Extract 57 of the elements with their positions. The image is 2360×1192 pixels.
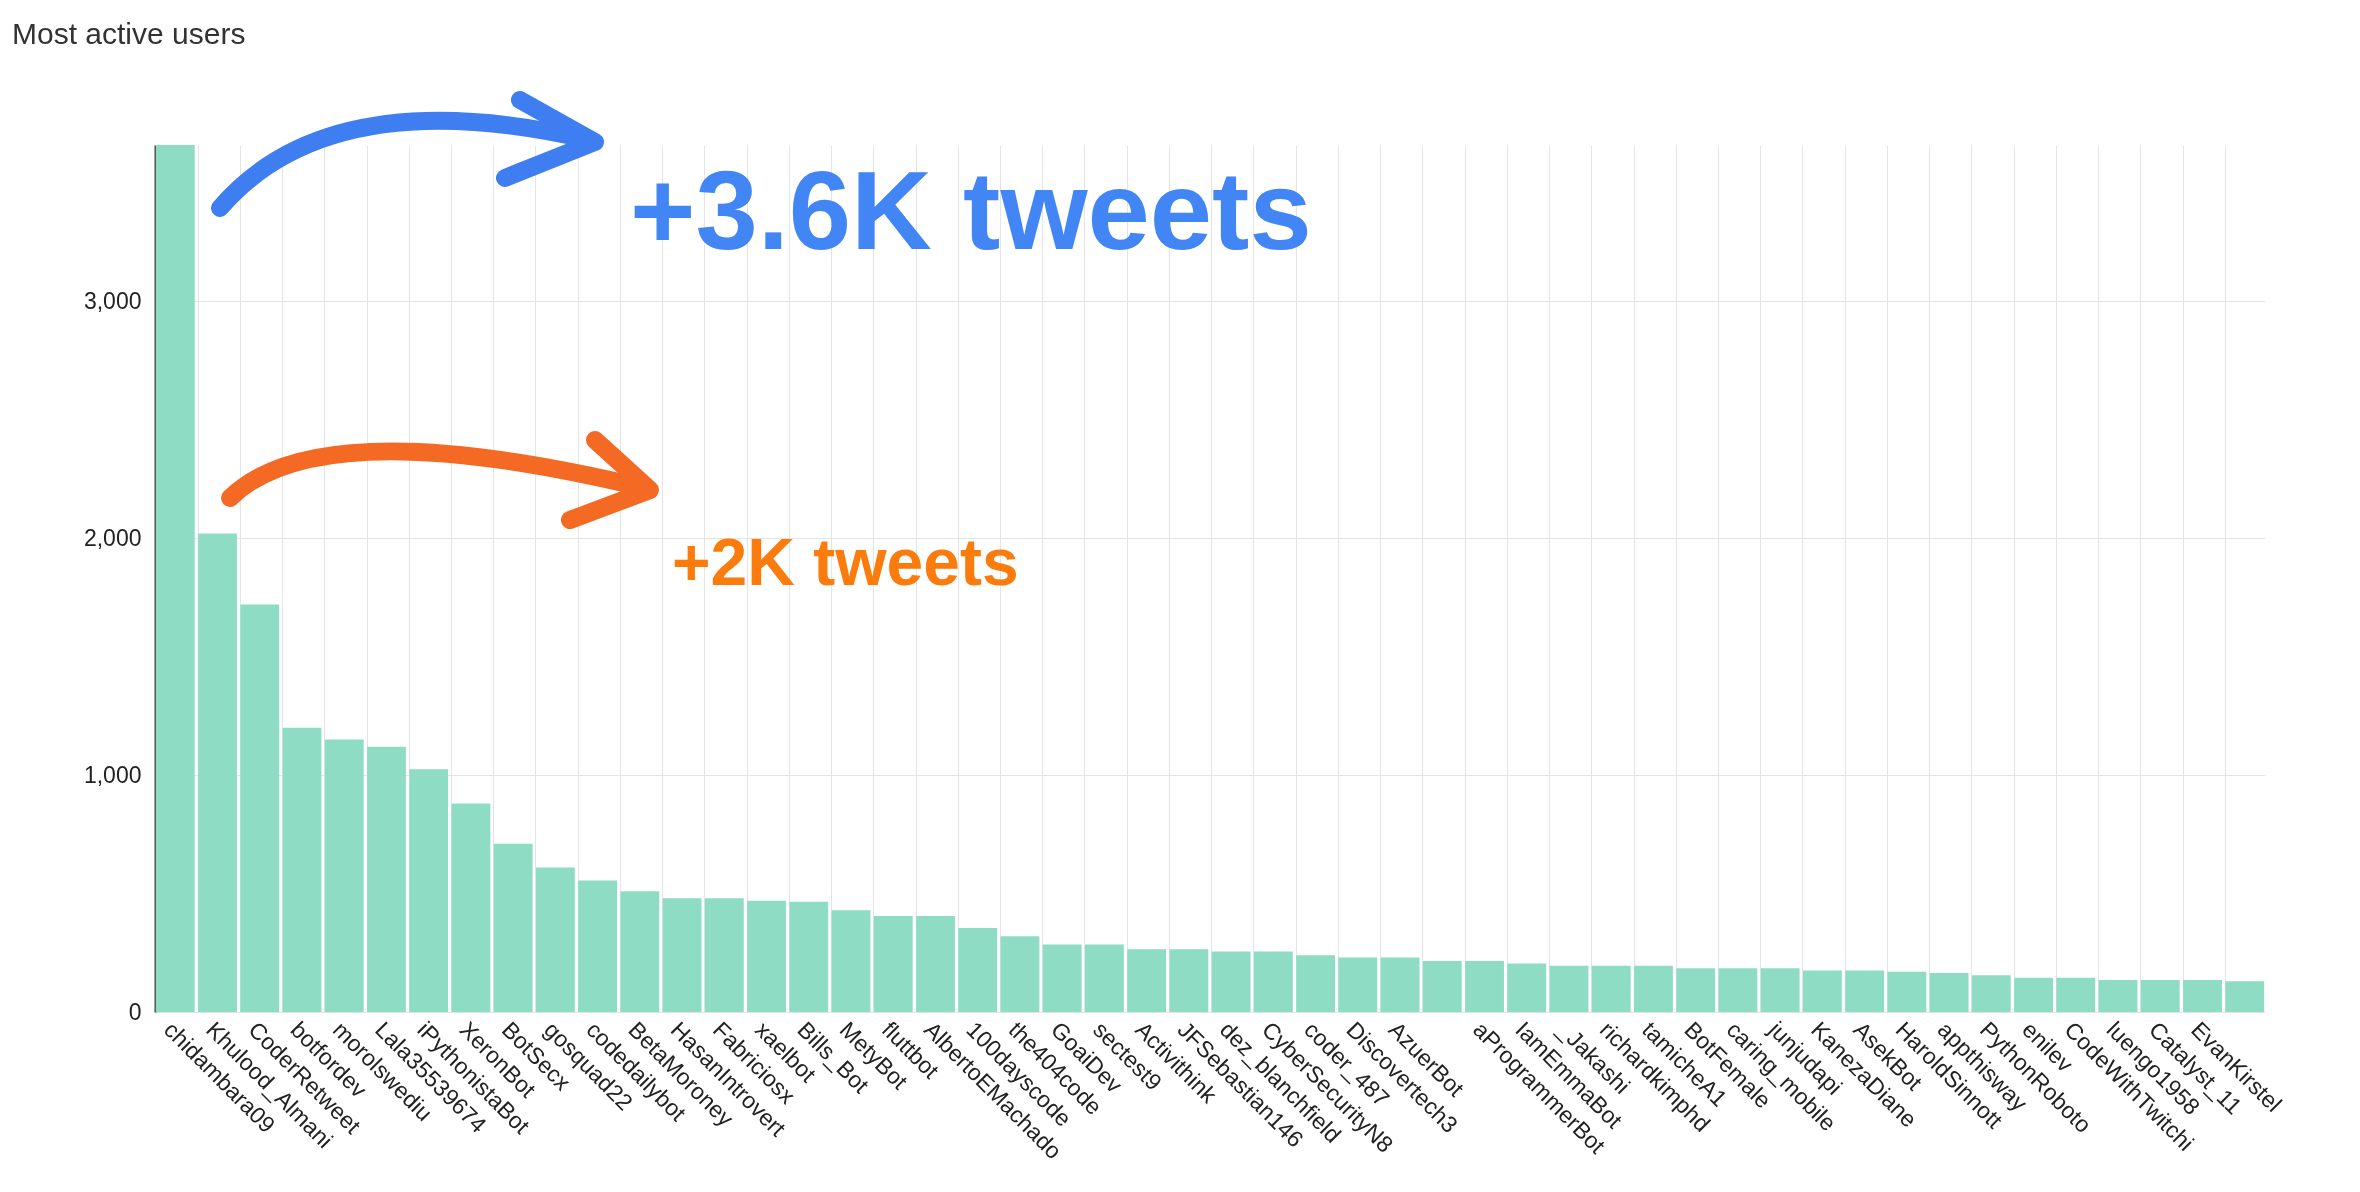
bar [535, 867, 575, 1012]
bar [916, 916, 955, 1012]
bar [1929, 972, 1969, 1012]
bar [1465, 961, 1504, 1012]
bar [789, 901, 829, 1012]
bar [1296, 955, 1336, 1012]
y-tick-label: 2,000 [83, 524, 142, 551]
bar [1971, 975, 2011, 1012]
bar [662, 898, 702, 1012]
bar [873, 916, 913, 1012]
bar [831, 910, 871, 1012]
bar [620, 891, 660, 1012]
bar [240, 604, 280, 1012]
bar [2098, 980, 2138, 1012]
bar [1507, 963, 1547, 1012]
bar [493, 843, 533, 1012]
bar [2014, 977, 2053, 1012]
bar [1127, 949, 1167, 1012]
bar [1169, 949, 1209, 1012]
bar [282, 727, 322, 1012]
bar [958, 927, 998, 1012]
bar [1591, 965, 1631, 1012]
bar [1802, 970, 1842, 1012]
bar [1380, 957, 1420, 1012]
bar [1845, 970, 1885, 1012]
bar [451, 803, 491, 1012]
annotation: +2K tweets [672, 525, 1019, 599]
bar [1042, 944, 1082, 1012]
bar [198, 533, 237, 1012]
bar [2056, 977, 2096, 1012]
bar [1000, 936, 1040, 1012]
bar [367, 746, 406, 1012]
bar [1676, 968, 1716, 1012]
bar [704, 898, 744, 1012]
y-tick-label: 3,000 [83, 287, 142, 314]
bar [1338, 957, 1378, 1012]
chart-title: Most active users [12, 17, 246, 50]
bar [2225, 981, 2265, 1012]
bar [2140, 980, 2180, 1012]
y-tick-label: 0 [128, 998, 142, 1025]
bar [1718, 968, 1758, 1012]
bar [1211, 951, 1251, 1012]
bar [1634, 965, 1673, 1012]
bar [747, 900, 786, 1012]
bar [1422, 961, 1462, 1012]
y-tick-label: 1,000 [83, 761, 142, 788]
bar [2183, 980, 2222, 1012]
bar [1253, 951, 1293, 1012]
bar [1084, 944, 1124, 1012]
bar [409, 769, 449, 1012]
annotation: +3.6K tweets [630, 148, 1312, 273]
bar [1760, 968, 1800, 1012]
bar [578, 880, 618, 1012]
bar [1549, 965, 1589, 1012]
bar [1887, 971, 1927, 1012]
bar [155, 145, 195, 1012]
bar [324, 739, 364, 1012]
